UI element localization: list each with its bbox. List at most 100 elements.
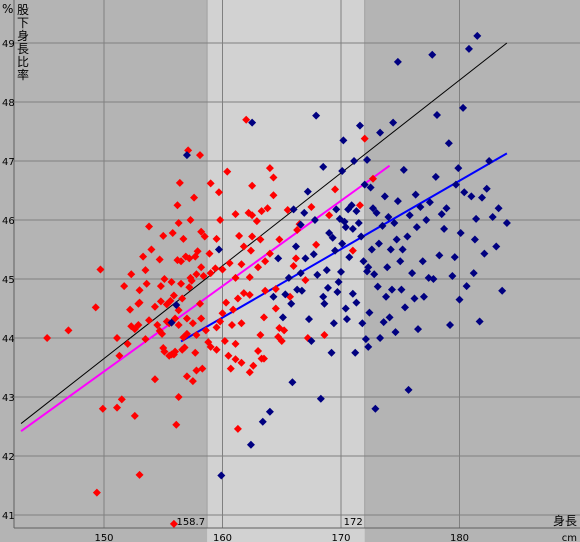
y-tick-label: 49 bbox=[2, 39, 15, 50]
navy-data-point bbox=[322, 266, 331, 275]
navy-data-point bbox=[502, 218, 511, 227]
red-data-point bbox=[139, 252, 148, 261]
red-data-point bbox=[249, 361, 258, 370]
navy-data-point bbox=[341, 304, 350, 313]
navy-data-point bbox=[412, 223, 421, 232]
x-tick-label: 150 bbox=[94, 533, 113, 542]
red-data-point bbox=[175, 178, 184, 187]
navy-data-point bbox=[373, 282, 382, 291]
navy-data-point bbox=[460, 188, 469, 197]
navy-data-point bbox=[398, 245, 407, 254]
navy-data-point bbox=[475, 317, 484, 326]
y-axis-label-char: 身 bbox=[17, 28, 29, 43]
red-data-point bbox=[167, 277, 176, 286]
red-data-point bbox=[150, 302, 159, 311]
red-data-point bbox=[248, 232, 257, 241]
red-data-point bbox=[218, 309, 227, 318]
red-data-point bbox=[269, 191, 278, 200]
navy-data-point bbox=[359, 257, 368, 266]
red-data-point bbox=[182, 314, 191, 323]
red-data-point bbox=[195, 299, 204, 308]
red-data-point bbox=[195, 151, 204, 160]
red-data-point bbox=[145, 316, 154, 325]
red-data-point bbox=[205, 249, 214, 258]
red-data-point bbox=[166, 296, 175, 305]
navy-data-point bbox=[342, 315, 351, 324]
red-data-point bbox=[231, 339, 240, 348]
navy-data-point bbox=[494, 204, 503, 213]
red-data-point bbox=[227, 321, 236, 330]
red-data-point bbox=[261, 286, 270, 295]
navy-data-point bbox=[368, 204, 377, 213]
navy-data-point bbox=[305, 315, 314, 324]
navy-data-point bbox=[393, 197, 402, 206]
navy-data-point bbox=[454, 164, 463, 173]
navy-data-point bbox=[309, 250, 318, 259]
navy-data-point bbox=[444, 139, 453, 148]
navy-data-point bbox=[498, 286, 507, 295]
navy-data-point bbox=[217, 471, 226, 480]
red-data-point bbox=[155, 255, 164, 264]
navy-data-point bbox=[478, 193, 487, 202]
navy-data-point bbox=[265, 407, 274, 416]
red-data-point bbox=[187, 276, 196, 285]
navy-data-point bbox=[319, 292, 328, 301]
x-tick-label: 160 bbox=[213, 533, 232, 542]
red-data-point bbox=[117, 395, 126, 404]
red-data-point bbox=[355, 201, 364, 210]
navy-data-point bbox=[284, 273, 293, 282]
red-data-point bbox=[115, 351, 124, 360]
navy-data-point bbox=[435, 251, 444, 260]
red-data-point bbox=[277, 336, 286, 345]
navy-data-point bbox=[340, 217, 349, 226]
navy-data-point bbox=[361, 335, 370, 344]
navy-data-point bbox=[307, 336, 316, 345]
red-data-point bbox=[130, 411, 139, 420]
red-data-point bbox=[120, 282, 129, 291]
red-data-point bbox=[98, 404, 107, 413]
navy-data-point bbox=[408, 269, 417, 278]
red-data-point bbox=[252, 217, 261, 226]
red-data-point bbox=[291, 254, 300, 263]
red-data-point bbox=[141, 335, 150, 344]
navy-data-point bbox=[287, 299, 296, 308]
red-data-point bbox=[192, 331, 201, 340]
navy-data-point bbox=[488, 213, 497, 222]
navy-data-point bbox=[431, 172, 440, 181]
navy-data-point bbox=[310, 216, 319, 224]
navy-data-point bbox=[352, 298, 361, 307]
red-data-point bbox=[239, 289, 248, 298]
red-data-point bbox=[206, 342, 215, 351]
y-unit-label: % bbox=[2, 2, 13, 16]
navy-data-point bbox=[442, 204, 451, 213]
red-data-point bbox=[135, 298, 144, 307]
red-data-point bbox=[263, 204, 272, 213]
red-data-point bbox=[368, 174, 377, 183]
red-data-point bbox=[271, 285, 280, 294]
red-data-point bbox=[113, 403, 122, 412]
navy-data-point bbox=[432, 110, 441, 119]
navy-data-point bbox=[366, 183, 375, 192]
red-data-point bbox=[225, 259, 234, 268]
red-data-point bbox=[237, 358, 246, 367]
navy-data-point bbox=[316, 394, 325, 403]
navy-data-point bbox=[397, 285, 406, 294]
red-data-point bbox=[190, 193, 199, 202]
red-data-point bbox=[141, 266, 150, 275]
navy-data-point bbox=[470, 235, 479, 244]
navy-data-point bbox=[379, 318, 388, 327]
navy-data-point bbox=[389, 118, 398, 127]
red-data-point bbox=[283, 205, 292, 214]
navy-data-point bbox=[414, 325, 423, 334]
red-data-point bbox=[191, 348, 200, 357]
navy-data-point bbox=[385, 313, 394, 322]
navy-data-point bbox=[485, 157, 494, 165]
navy-data-point bbox=[462, 282, 471, 291]
navy-data-point bbox=[358, 319, 367, 328]
red-data-point bbox=[229, 305, 238, 314]
red-data-point bbox=[113, 334, 122, 342]
navy-data-point bbox=[428, 50, 437, 59]
navy-data-point bbox=[345, 253, 354, 262]
red-data-point bbox=[223, 167, 232, 176]
